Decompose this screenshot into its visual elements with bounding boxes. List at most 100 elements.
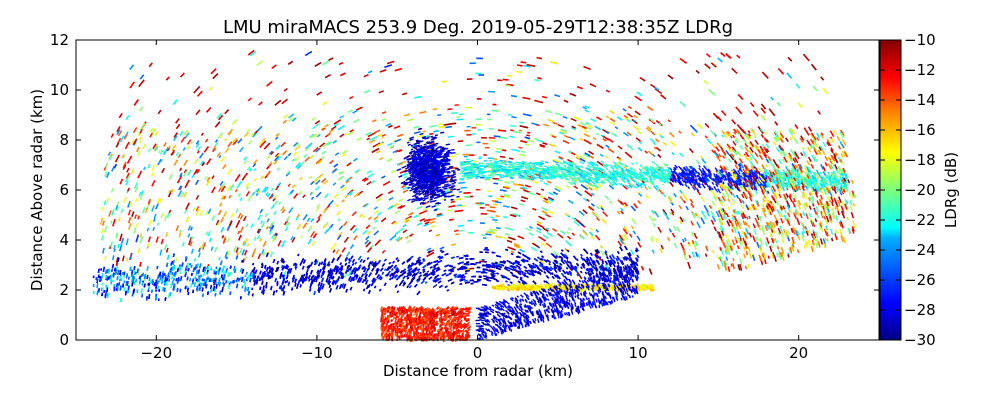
ldr-cell — [510, 129, 514, 132]
ldr-cell — [535, 229, 542, 234]
ldr-cell — [125, 114, 130, 121]
ldr-cell — [404, 219, 410, 223]
ldr-cell — [808, 197, 811, 202]
ldr-cell — [121, 154, 126, 159]
ldr-cell — [180, 191, 185, 198]
ldr-cell — [251, 251, 255, 258]
ldr-cell — [387, 142, 393, 147]
ldr-cell — [536, 139, 545, 143]
ldr-cell — [704, 253, 708, 257]
ldr-cell — [96, 283, 99, 289]
ldr-cell — [667, 197, 673, 204]
ldr-cell — [765, 224, 769, 230]
ldr-cell — [402, 229, 408, 234]
ldr-cell — [576, 85, 583, 90]
ldr-cell — [176, 174, 183, 184]
ldr-cell — [193, 158, 199, 165]
ldr-cell — [182, 147, 186, 151]
ldr-cell — [207, 230, 211, 237]
ldr-cell — [135, 234, 140, 243]
ldr-cell — [511, 148, 521, 152]
ldr-cell — [595, 229, 600, 233]
ldr-cell — [734, 218, 738, 225]
ldr-cell — [322, 101, 328, 106]
ldr-cell — [242, 258, 246, 263]
ldr-cell — [164, 244, 168, 251]
ldr-cell — [817, 110, 821, 115]
ldr-cell — [713, 195, 718, 201]
ldr-cell — [394, 209, 401, 215]
ldr-cell — [179, 130, 184, 137]
ldr-cell — [406, 239, 411, 244]
ldr-cell — [141, 207, 146, 214]
ldr-cell — [414, 95, 421, 99]
ldr-cell — [366, 246, 373, 253]
ldr-cell — [170, 188, 174, 194]
ldr-cell — [381, 175, 386, 179]
ldr-cell — [227, 128, 233, 136]
ldr-cell — [531, 122, 537, 126]
ldr-cell — [218, 155, 222, 159]
ldr-cell — [763, 131, 768, 135]
ldr-cell — [695, 251, 699, 258]
ldr-cell — [295, 142, 300, 147]
ldr-cell — [583, 153, 590, 159]
ldr-cell — [623, 201, 628, 207]
ldr-cell — [673, 242, 678, 249]
ldr-cell — [309, 154, 315, 160]
ldr-cell — [510, 94, 518, 98]
ldr-cell — [117, 243, 120, 249]
ldr-cell — [151, 179, 156, 187]
ldr-cell — [312, 126, 316, 130]
ldr-cell — [618, 234, 623, 239]
ldr-cell — [626, 131, 632, 136]
ldr-cell — [718, 217, 723, 224]
ldr-cell — [156, 197, 161, 204]
ldr-cell — [547, 210, 555, 215]
ldr-cell — [602, 138, 607, 142]
ldr-cell — [511, 116, 517, 119]
ldr-cell — [688, 147, 694, 154]
ldr-cell — [138, 191, 142, 197]
ldr-cell — [578, 210, 585, 217]
ldr-cell — [816, 132, 821, 139]
ldr-cell — [175, 257, 179, 262]
ldr-cell — [395, 236, 401, 242]
ldr-cell — [128, 223, 132, 230]
ldr-cell — [803, 127, 810, 136]
ldr-cell — [649, 237, 654, 243]
ldr-cell — [178, 232, 182, 238]
ldr-cell — [811, 195, 815, 201]
ldr-cell — [745, 228, 750, 235]
ldr-cell — [731, 146, 737, 153]
ldr-cell — [190, 248, 194, 254]
ldr-cell — [212, 147, 216, 153]
ldr-cell — [503, 193, 510, 197]
ldr-cell — [123, 196, 127, 203]
ldr-cell — [181, 241, 185, 247]
ldr-cell — [323, 193, 329, 199]
ldr-cell — [596, 143, 604, 150]
ldr-cell — [251, 191, 256, 196]
ldr-cell — [280, 240, 286, 248]
ldr-cell — [668, 131, 675, 138]
ldr-cell — [658, 122, 662, 127]
ldr-cell — [321, 150, 327, 155]
ldr-cell — [562, 115, 568, 119]
ldr-cell — [614, 126, 619, 130]
ldr-cell — [165, 76, 170, 81]
ldr-cell — [536, 56, 543, 60]
ldr-cell — [638, 192, 643, 197]
ldr-cell — [127, 209, 132, 216]
ldr-cell — [651, 236, 655, 240]
ldr-cell — [175, 225, 180, 232]
ldr-cell — [542, 227, 549, 232]
ldr-cell — [626, 143, 632, 149]
ldr-cell — [406, 118, 414, 122]
ldr-cell — [159, 158, 163, 163]
ldr-cell — [156, 222, 160, 227]
ldr-cell — [187, 233, 191, 238]
ldr-cell — [527, 131, 531, 134]
ldr-cell — [261, 186, 267, 193]
ldr-cell — [685, 205, 689, 211]
